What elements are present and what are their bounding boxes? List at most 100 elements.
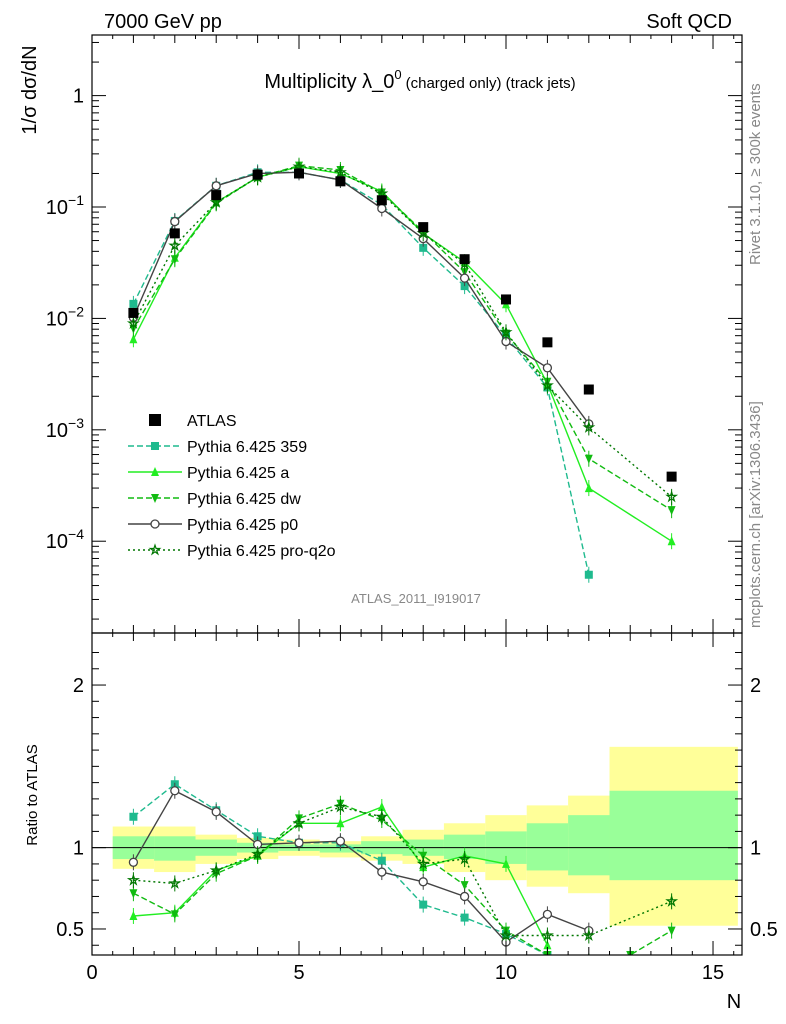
series-point [170, 786, 180, 796]
x-tick-label: 10 [495, 962, 517, 984]
data-point [583, 384, 594, 395]
ratio-y-tick-label: 0.5 [56, 919, 84, 941]
series-point [419, 243, 428, 252]
series-point [582, 420, 596, 433]
legend-entry: Pythia 6.425 p0 [128, 517, 298, 534]
stat-band-11 [526, 823, 569, 871]
series-point [667, 536, 676, 546]
series-point [502, 858, 511, 868]
legend-label: Pythia 6.425 pro-q2o [187, 543, 336, 560]
series-point [377, 867, 387, 877]
legend-label: Pythia 6.425 a [187, 465, 289, 482]
stat-band-12 [568, 815, 610, 876]
uncertainty-bands [92, 746, 742, 926]
series-point [584, 570, 593, 579]
series-point [251, 847, 265, 860]
data-point [128, 307, 139, 318]
series-point [585, 958, 593, 967]
side-text-bottom: mcplots.cern.ch [arXiv:1306.3436] [747, 401, 764, 628]
series-point [170, 255, 179, 265]
series-point [584, 483, 593, 493]
series-line [132, 783, 548, 955]
series-point [460, 881, 469, 891]
data-point [335, 176, 346, 187]
series-point [458, 852, 472, 865]
y-tick-label: 1 [73, 86, 84, 108]
legend: ATLAS Pythia 6.425 359 Pythia 6.425 a Pythi… [128, 413, 336, 560]
ratio-y-tick-label-right: 1 [750, 838, 761, 860]
series-point [418, 877, 428, 887]
y-tick-label: 10−3 [46, 415, 84, 442]
series-point [129, 812, 138, 821]
series-point [416, 857, 430, 870]
data-point [376, 195, 387, 206]
series-point [460, 913, 469, 922]
data-point [418, 222, 429, 233]
series-point [499, 928, 513, 942]
series-point [375, 810, 389, 823]
data-point [666, 471, 677, 482]
series-point [126, 873, 140, 886]
stat-band-2 [154, 836, 196, 861]
series-point [459, 273, 470, 283]
series-line [132, 789, 590, 943]
series-point [665, 894, 679, 907]
series-point [540, 928, 554, 942]
legend-entry: Pythia 6.425 dw [128, 491, 301, 508]
x-tick-label: 15 [702, 962, 724, 984]
series-line [133, 803, 672, 955]
ratio-y-tick-label: 1 [73, 838, 84, 860]
legend-entry: Pythia 6.425 a [128, 465, 289, 482]
legend-marker [149, 414, 161, 426]
data-point [211, 190, 222, 201]
header-right: Soft QCD [646, 11, 732, 33]
ratio-series-pythia-6-425-pro-q2o [126, 799, 679, 944]
ratio-y-tick-label: 2 [73, 675, 84, 697]
data-point [294, 168, 305, 179]
legend-marker [151, 494, 159, 503]
x-tick-label: 5 [293, 962, 304, 984]
stat-band-13 [609, 790, 738, 881]
series-point [170, 216, 180, 227]
series-point [126, 316, 140, 330]
series-point [168, 876, 182, 889]
legend-label: ATLAS [187, 413, 237, 430]
series-point [540, 378, 554, 392]
series-point [377, 203, 387, 214]
top-series-pythia-6-425-p0 [128, 164, 594, 432]
x-tick-label: 0 [86, 962, 97, 984]
series-point [253, 832, 262, 841]
data-point [501, 294, 512, 305]
series-point [542, 909, 553, 919]
data-point [169, 228, 180, 239]
side-text-top: Rivet 3.1.10, ≥ 300k events [747, 83, 764, 265]
ratio-axis-label: Ratio to ATLAS [24, 744, 41, 845]
series-point [209, 863, 223, 876]
series-point [129, 889, 138, 899]
series-point [294, 838, 304, 848]
series-point [170, 910, 179, 920]
series-point [333, 800, 347, 813]
series-point [665, 490, 679, 503]
series-point [129, 299, 138, 308]
series-point [211, 181, 221, 191]
y-tick-label: 10−1 [46, 192, 84, 219]
header-left: 7000 GeV pp [104, 11, 222, 33]
ratio-plot-frame [91, 632, 743, 956]
y-tick-label: 10−4 [46, 526, 84, 553]
series-point [336, 818, 345, 828]
ratio-y-tick-label-right: 2 [750, 675, 761, 697]
ratio-y-tick-label-right: 0.5 [750, 919, 778, 941]
analysis-label: ATLAS_2011_I919017 [351, 591, 481, 606]
chart-title: Multiplicity λ_00(charged only) (track j… [264, 67, 575, 93]
series-point [335, 836, 346, 846]
series-line [132, 171, 590, 575]
series-point [543, 940, 552, 950]
axes: 0 5 10 15 1 10−1 10−2 10−3 10−4 0.5 0.5 1 1 2 2 [46, 34, 778, 984]
series-point [584, 454, 593, 464]
legend-entry: Pythia 6.425 pro-q2o [128, 543, 336, 560]
series-line [132, 171, 590, 425]
data-point [459, 254, 470, 265]
series-point [377, 802, 386, 812]
